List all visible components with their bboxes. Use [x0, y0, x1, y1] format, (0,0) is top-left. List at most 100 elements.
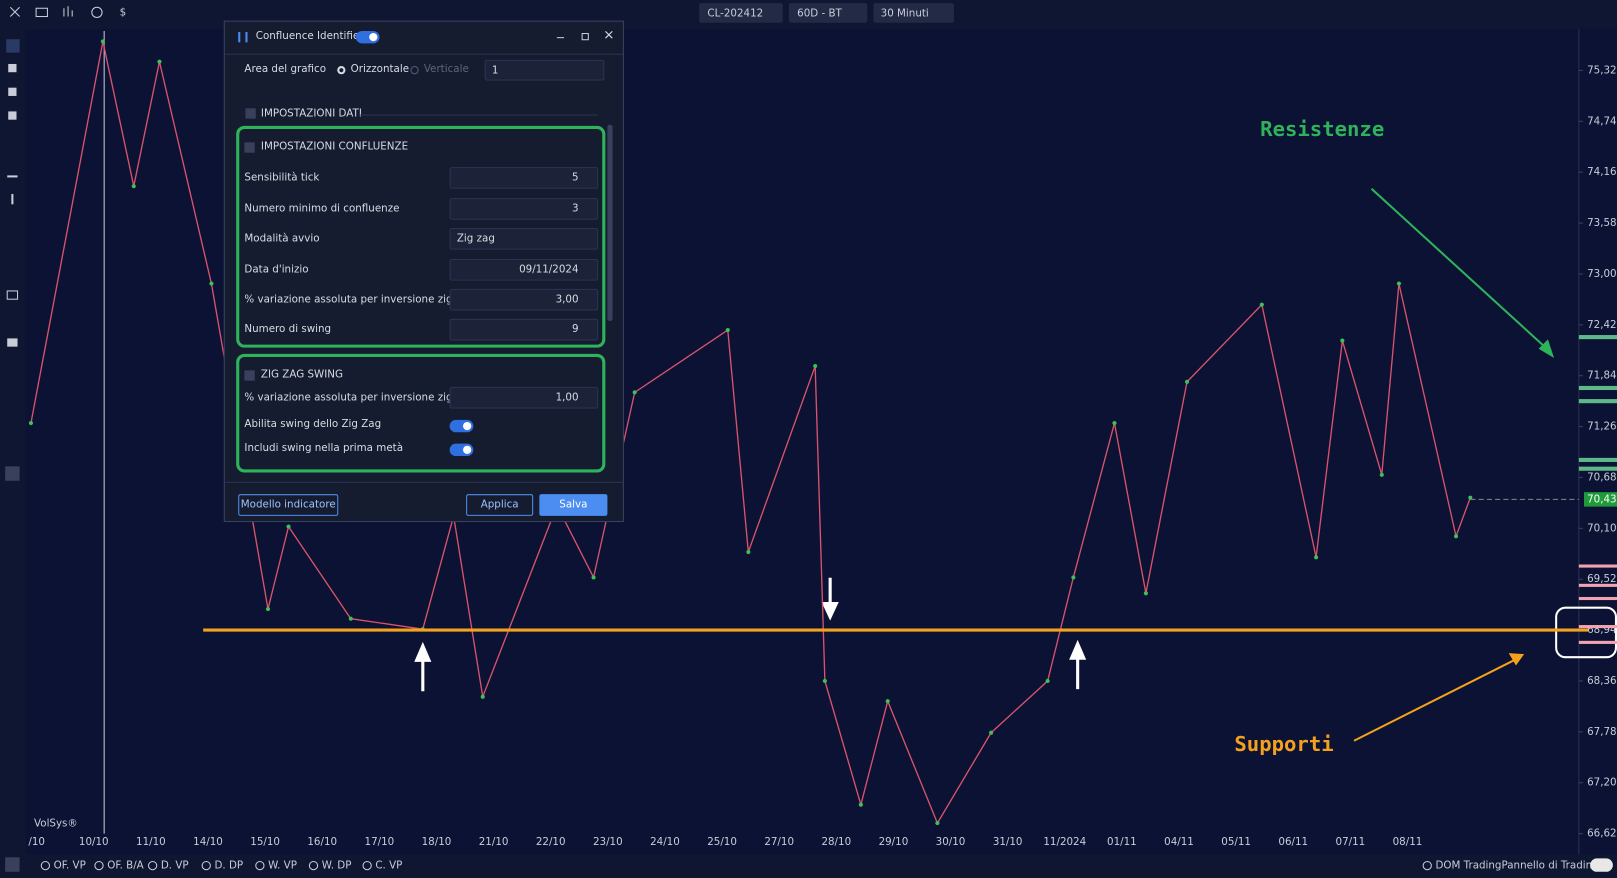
- field-input[interactable]: 09/11/2024: [449, 258, 599, 281]
- study-radio[interactable]: [201, 860, 211, 871]
- study-label[interactable]: D. VP: [161, 860, 189, 872]
- x-tick-label: 06/11: [1278, 836, 1308, 848]
- hline-tool[interactable]: [7, 175, 18, 178]
- field-input[interactable]: 3,00: [449, 288, 599, 311]
- timeframe-select[interactable]: [873, 3, 954, 23]
- study-label[interactable]: W. DP: [322, 860, 352, 872]
- template-button[interactable]: Modello indicatore: [238, 494, 339, 516]
- arrow-line: [1370, 188, 1548, 350]
- study-radio[interactable]: [40, 860, 51, 871]
- zoom-tool[interactable]: [8, 87, 17, 96]
- pivot: [1259, 302, 1264, 307]
- x-tick-label: 25/10: [707, 836, 737, 848]
- study-label[interactable]: OF. B/A: [107, 860, 143, 872]
- footer-divider: [224, 481, 623, 483]
- study-label[interactable]: D. DP: [215, 860, 244, 872]
- radio-on[interactable]: [337, 66, 346, 75]
- y-tick-label: 70,68: [1587, 471, 1616, 483]
- y-tick-label: 66,62: [1587, 828, 1616, 840]
- enable-toggle[interactable]: [355, 30, 380, 44]
- pivot: [591, 575, 596, 580]
- study-radio[interactable]: [147, 860, 158, 871]
- orientation-option[interactable]: Orizzontale: [350, 63, 410, 76]
- radio-off[interactable]: [410, 66, 419, 75]
- y-tick-label: 72,42: [1587, 319, 1616, 331]
- y-tick-label: 75,32: [1587, 64, 1616, 76]
- magnet-tool[interactable]: [5, 466, 20, 481]
- dom-label[interactable]: DOM Trading: [1436, 860, 1502, 872]
- vline-tool[interactable]: [11, 193, 14, 205]
- list-tool[interactable]: [7, 338, 18, 347]
- panel-icon[interactable]: [5, 857, 20, 872]
- pivot: [1314, 555, 1319, 560]
- range-select[interactable]: [788, 3, 868, 23]
- study-label[interactable]: OF. VP: [54, 860, 86, 872]
- pivot: [725, 328, 730, 333]
- x-tick-label: 04/11: [1164, 836, 1194, 848]
- study-label[interactable]: C. VP: [375, 860, 402, 872]
- x-tick-label: 29/10: [879, 836, 909, 848]
- pivot: [348, 616, 353, 621]
- x-tick-label: 27/10: [764, 836, 794, 848]
- field-input[interactable]: Zig zag: [449, 228, 599, 250]
- x-tick-label: 11/10: [136, 836, 166, 848]
- orientation-option[interactable]: Verticale: [423, 63, 469, 76]
- field-input[interactable]: 3: [449, 198, 599, 220]
- close-icon[interactable]: [9, 6, 20, 17]
- save-button[interactable]: Salva: [539, 494, 608, 516]
- x-tick-label: 24/10: [650, 836, 680, 848]
- max-icon[interactable]: [581, 33, 589, 41]
- x-tick-label: 22/10: [536, 836, 566, 848]
- y-tick-label: 71,26: [1587, 421, 1616, 433]
- close-icon[interactable]: ×: [603, 27, 615, 44]
- dollar-icon[interactable]: $: [120, 6, 127, 18]
- study-radio[interactable]: [94, 860, 104, 871]
- rect-tool[interactable]: [6, 290, 19, 300]
- pivot: [100, 39, 105, 44]
- range[interactable]: 60D - BT: [797, 7, 842, 19]
- dialog-title: Confluence Identifier: [255, 30, 364, 43]
- dialog-icon: [238, 31, 248, 43]
- hand-tool[interactable]: [8, 63, 17, 73]
- area-select[interactable]: 1: [484, 59, 605, 81]
- x-tick-label: 15/10: [250, 836, 280, 848]
- support-level: [1578, 583, 1617, 587]
- pointer-tool[interactable]: [6, 39, 20, 53]
- field-input[interactable]: 9: [449, 318, 599, 341]
- study-radio[interactable]: [362, 860, 372, 871]
- min-icon[interactable]: [556, 37, 565, 39]
- apply-button[interactable]: Applica: [466, 494, 534, 516]
- pivot: [885, 699, 890, 704]
- study-radio[interactable]: [308, 860, 319, 871]
- layout-icon[interactable]: [35, 7, 48, 18]
- cross-tool[interactable]: [8, 111, 17, 120]
- contract[interactable]: CL-202412: [707, 7, 763, 19]
- pivot: [480, 694, 485, 699]
- panel-toggle[interactable]: [1590, 858, 1613, 872]
- panel-label[interactable]: Pannello di Trading: [1502, 860, 1599, 872]
- y-tick-label: 68,36: [1587, 675, 1616, 687]
- settings-icon[interactable]: [91, 6, 103, 19]
- pivot: [209, 281, 214, 286]
- field-toggle[interactable]: [449, 443, 474, 457]
- top-icons: [9, 6, 103, 19]
- field-toggle[interactable]: [449, 419, 474, 433]
- left-toolbar: [0, 28, 26, 855]
- study-radio[interactable]: [255, 860, 265, 871]
- group-box: [236, 125, 606, 348]
- x-tick-label: 01/11: [1107, 836, 1137, 848]
- field-label: Numero di swing: [244, 323, 332, 336]
- highlight-box: [1555, 606, 1617, 659]
- x-tick-label: 18/10: [422, 836, 452, 848]
- pivot: [822, 678, 827, 684]
- field-label: Data d'inizio: [244, 264, 309, 276]
- timeframe[interactable]: 30 Minuti: [881, 7, 929, 19]
- study-label[interactable]: W. VP: [268, 860, 297, 872]
- bars-icon[interactable]: [63, 6, 73, 17]
- field-input[interactable]: 5: [449, 167, 599, 189]
- contract-select[interactable]: [699, 3, 783, 23]
- group-title: IMPOSTAZIONI CONFLUENZE: [260, 141, 409, 153]
- field-input[interactable]: 1,00: [449, 386, 599, 409]
- group-title: ZIG ZAG SWING: [260, 369, 343, 381]
